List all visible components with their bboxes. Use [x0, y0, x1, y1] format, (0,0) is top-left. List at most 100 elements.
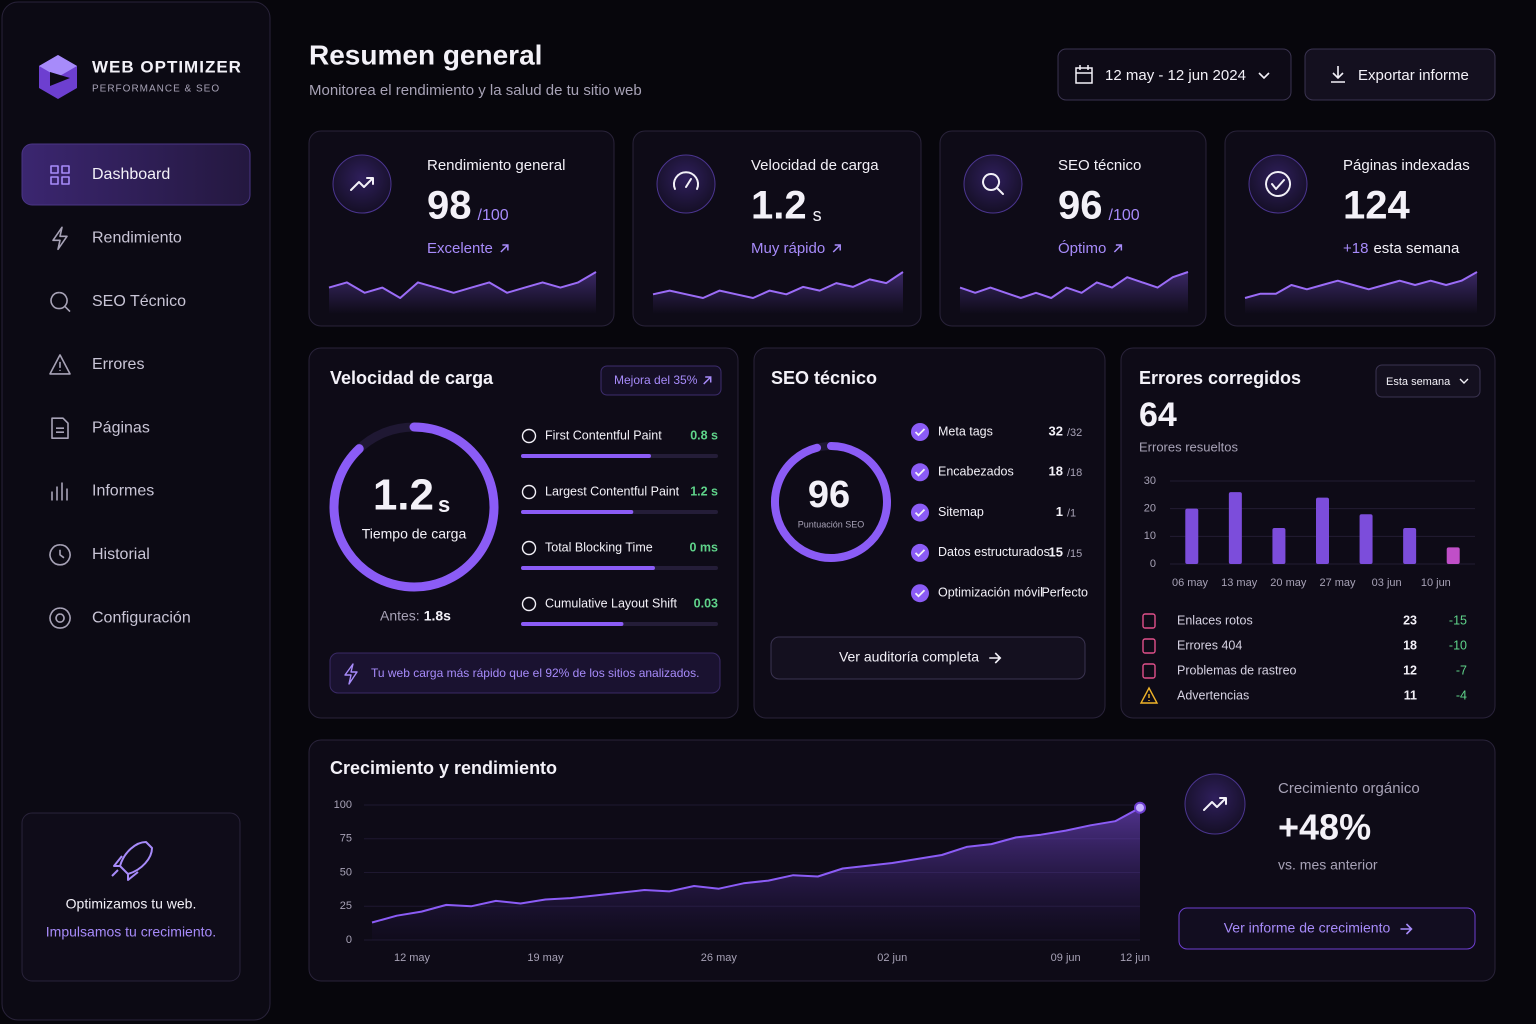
y-tick-label: 100	[334, 799, 352, 811]
metric-name: Largest Contentful Paint	[545, 484, 680, 498]
period-select[interactable]: Esta semana	[1375, 364, 1481, 398]
check-mark	[914, 549, 926, 558]
check-value: 32	[1049, 423, 1063, 438]
kpi-icon-bg	[1248, 154, 1308, 214]
period-select-bg	[1375, 364, 1481, 398]
date-picker[interactable]: 12 may - 12 jun 2024	[1057, 48, 1292, 101]
arrow-icon	[1113, 244, 1123, 253]
nav-icon	[49, 354, 71, 375]
x-tick-label: 02 jun	[877, 952, 907, 964]
export-button-bg	[1304, 48, 1496, 101]
card-title: Crecimiento y rendimiento	[330, 758, 557, 778]
audit-button-bg	[770, 636, 1086, 680]
seo-score: 96	[808, 474, 850, 516]
seo-ring	[771, 442, 891, 562]
kpi-icon	[350, 177, 374, 191]
growth-button[interactable]: Ver informe de crecimiento	[1178, 907, 1476, 950]
nav-item[interactable]: Dashboard	[21, 143, 251, 206]
nav-item[interactable]: Errores	[49, 354, 144, 375]
export-button[interactable]: Exportar informe	[1304, 48, 1496, 101]
seo-score-label: Puntuación SEO	[798, 519, 865, 529]
chevron-icon	[1459, 378, 1469, 384]
nav-item[interactable]: Páginas	[51, 417, 150, 439]
nav-label: Páginas	[92, 419, 150, 436]
card-title: Errores corregidos	[1139, 368, 1301, 388]
x-tick-label: 13 may	[1221, 577, 1258, 589]
kpi-icon	[673, 171, 699, 190]
check-total: /1	[1067, 508, 1076, 520]
kpi-icon	[1265, 171, 1292, 197]
bar	[1446, 547, 1460, 564]
kpi-status-note: esta semana	[1373, 240, 1460, 257]
check-icon	[911, 584, 929, 603]
nav-icon	[50, 291, 71, 313]
metric-icon	[521, 484, 537, 500]
date-range: 12 may - 12 jun 2024	[1105, 67, 1246, 84]
y-tick-label: 30	[1144, 475, 1156, 487]
audit-button[interactable]: Ver auditoría completa	[770, 636, 1086, 680]
metric-bar	[521, 622, 624, 626]
kpi-unit: s	[813, 205, 822, 225]
nav-icon	[51, 417, 69, 439]
kpi-label: SEO técnico	[1058, 157, 1141, 174]
kpi-label: Velocidad de carga	[751, 157, 879, 174]
sparkline	[652, 271, 904, 299]
nav-active-bg	[21, 143, 251, 206]
page-title: Resumen general	[309, 39, 542, 70]
nav-item[interactable]: Rendimiento	[52, 226, 182, 251]
arrow-icon	[703, 376, 712, 385]
y-tick-label: 25	[340, 900, 352, 912]
x-tick-label: 27 may	[1319, 577, 1356, 589]
download-icon	[1331, 66, 1345, 83]
before-label: Antes:	[380, 608, 420, 624]
y-tick-label: 0	[346, 934, 352, 946]
kpi-icon-bg	[963, 154, 1023, 214]
nav-item[interactable]: Historial	[49, 544, 150, 566]
nav-label: Dashboard	[92, 166, 170, 183]
end-point	[1134, 801, 1146, 814]
kpi-status: Muy rápido	[751, 240, 825, 257]
error-name: Problemas de rastreo	[1177, 663, 1297, 677]
nav-icon	[51, 482, 68, 501]
nav-icon	[49, 607, 71, 629]
y-tick-label: 10	[1144, 530, 1156, 542]
kpi-icon-bg	[656, 154, 716, 214]
check-total: /15	[1067, 548, 1082, 560]
kpi-value: 96	[1058, 184, 1103, 228]
error-change: -15	[1449, 613, 1467, 627]
error-change: -7	[1456, 663, 1467, 677]
nav-label: Rendimiento	[92, 230, 182, 247]
growth-icon	[1203, 797, 1227, 811]
nav-label: Errores	[92, 356, 144, 373]
arrow-icon	[989, 652, 1002, 664]
x-tick-label: 12 jun	[1120, 952, 1150, 964]
before-value: 1.8s	[424, 608, 451, 624]
nav-item[interactable]: Informes	[51, 482, 154, 501]
note-text: Tu web carga más rápido que el 92% de lo…	[371, 666, 699, 680]
bar	[1228, 492, 1242, 564]
bar	[1316, 497, 1329, 564]
metric-icon	[521, 428, 537, 444]
page-subtitle: Monitorea el rendimiento y la salud de t…	[309, 82, 642, 99]
errors-total-label: Errores resueltos	[1139, 439, 1238, 454]
error-value: 12	[1403, 663, 1417, 677]
y-tick-label: 50	[340, 866, 352, 878]
nav-item[interactable]: SEO Técnico	[50, 291, 186, 313]
check-mark	[914, 428, 926, 437]
gauge-fill	[329, 422, 499, 592]
nav-item[interactable]: Configuración	[49, 607, 191, 629]
gauge-value: 1.2	[373, 471, 434, 520]
bolt-icon	[344, 663, 358, 685]
kpi-status: +18	[1343, 240, 1368, 257]
growth-note: vs. mes anterior	[1278, 857, 1378, 873]
error-name: Advertencias	[1177, 688, 1249, 702]
kpi-icon	[982, 173, 1004, 195]
error-change: -10	[1449, 638, 1467, 652]
y-tick-label: 75	[340, 833, 352, 845]
bar	[1359, 514, 1373, 564]
check-icon	[911, 543, 929, 562]
kpi-status: Excelente	[427, 240, 493, 257]
sparkline-area	[329, 272, 596, 314]
